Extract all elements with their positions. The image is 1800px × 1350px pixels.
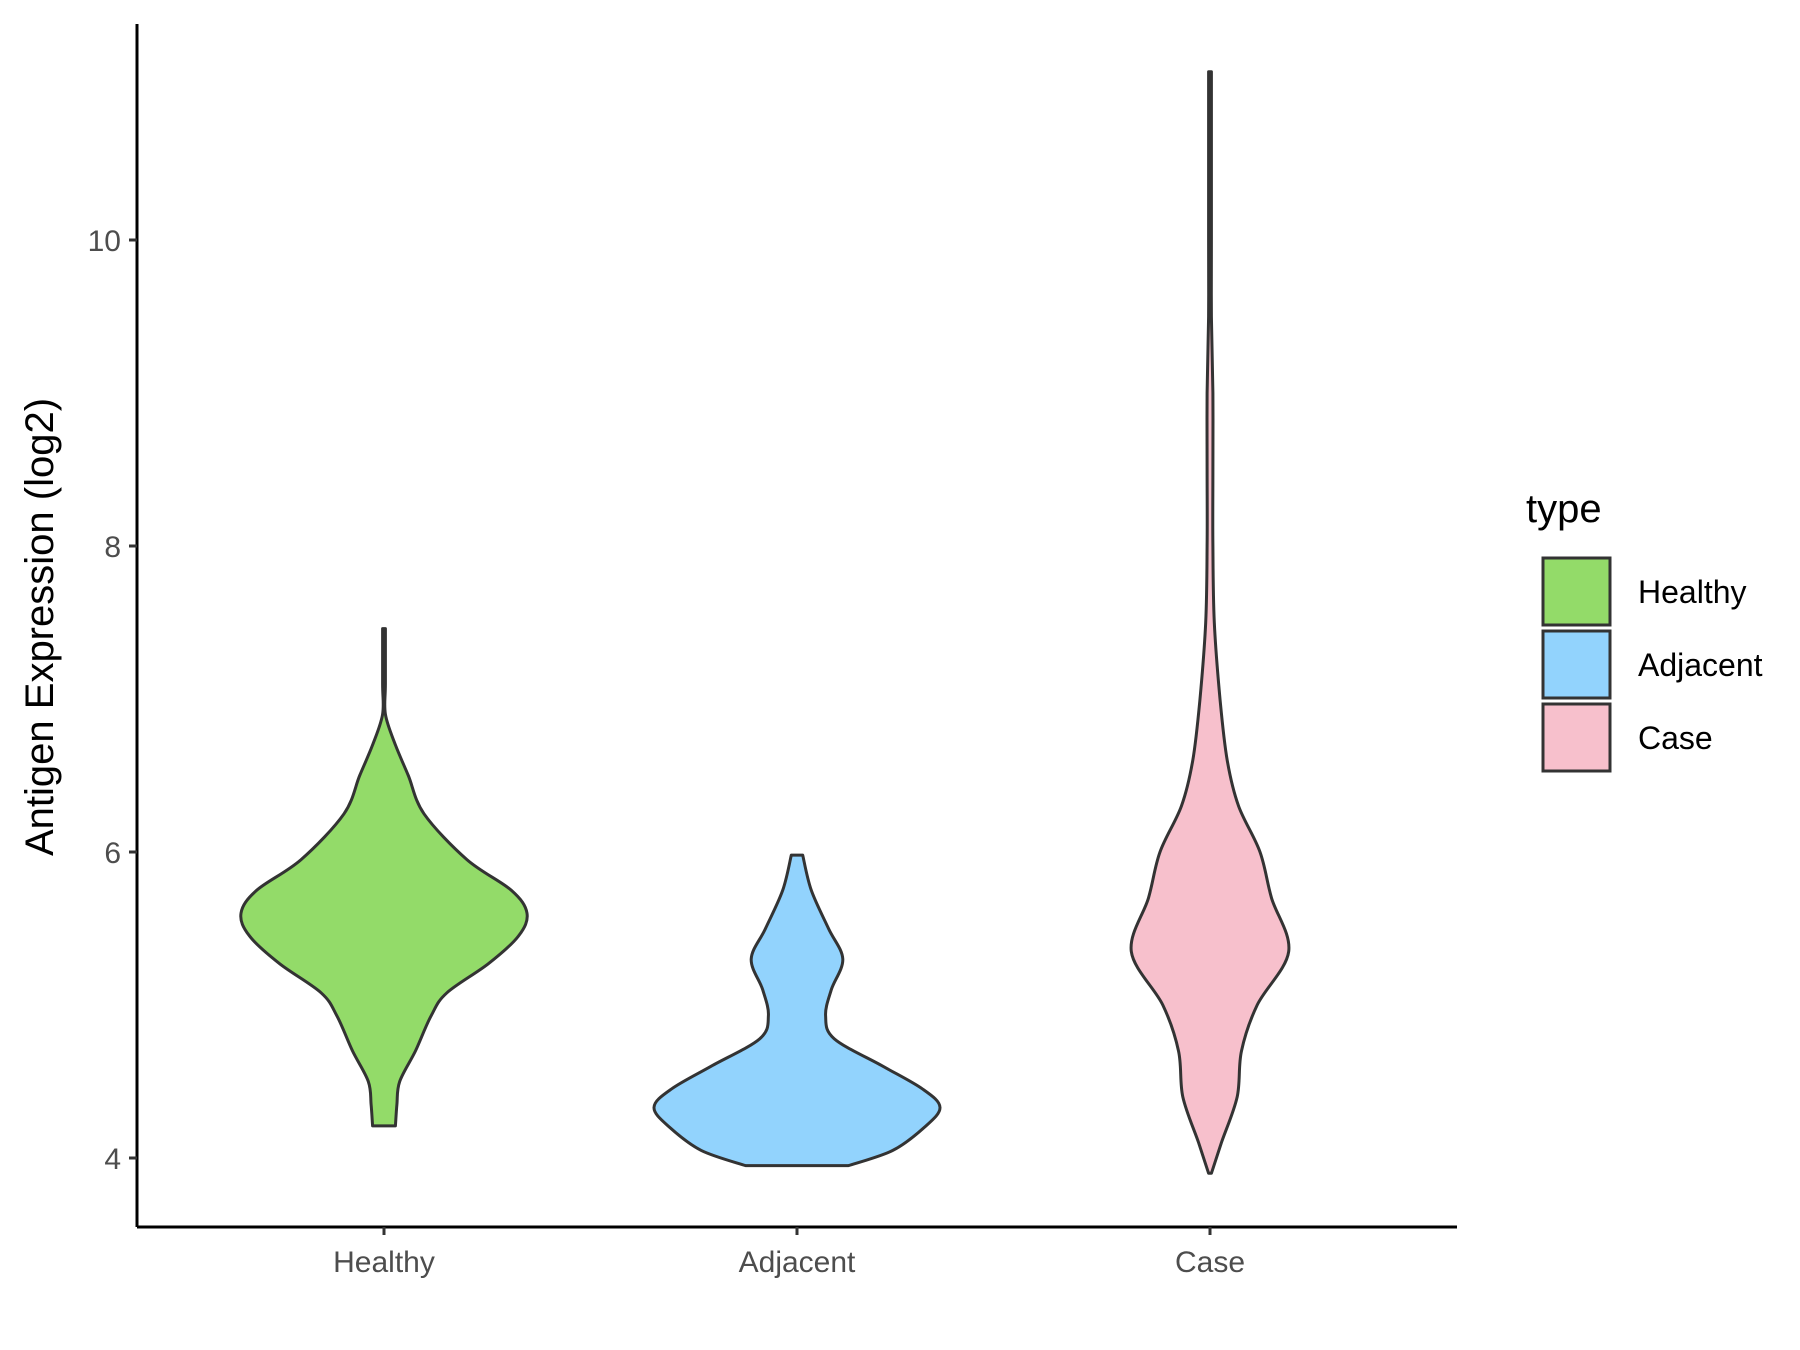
legend-swatch-adjacent: [1541, 629, 1612, 700]
legend-title: type: [1526, 487, 1602, 531]
y-tick-label: 8: [104, 531, 121, 564]
y-axis-title: Antigen Expression (log2): [18, 398, 62, 856]
x-ticks: Healthy Adjacent Case: [333, 1227, 1245, 1279]
y-tick-label: 6: [104, 837, 121, 870]
violins-layer: [239, 70, 1291, 1175]
x-tick-label-case: Case: [1175, 1246, 1245, 1279]
x-tick-label-healthy: Healthy: [333, 1246, 435, 1279]
legend: type Healthy Adjacent Case: [1526, 487, 1763, 773]
y-ticks: 4 6 8 10: [88, 225, 137, 1176]
y-tick-label: 10: [88, 225, 121, 258]
violin-healthy: [239, 627, 529, 1128]
x-tick-label-adjacent: Adjacent: [739, 1246, 856, 1279]
legend-label-adjacent: Adjacent: [1638, 647, 1763, 683]
violin-adjacent: [652, 853, 942, 1168]
legend-swatch-case: [1541, 702, 1612, 773]
legend-label-case: Case: [1638, 720, 1713, 756]
legend-entries: Healthy Adjacent Case: [1541, 556, 1763, 773]
violin-case: [1129, 70, 1291, 1175]
y-tick-label: 4: [104, 1143, 121, 1176]
legend-swatch-healthy: [1541, 556, 1612, 627]
legend-label-healthy: Healthy: [1638, 574, 1747, 610]
